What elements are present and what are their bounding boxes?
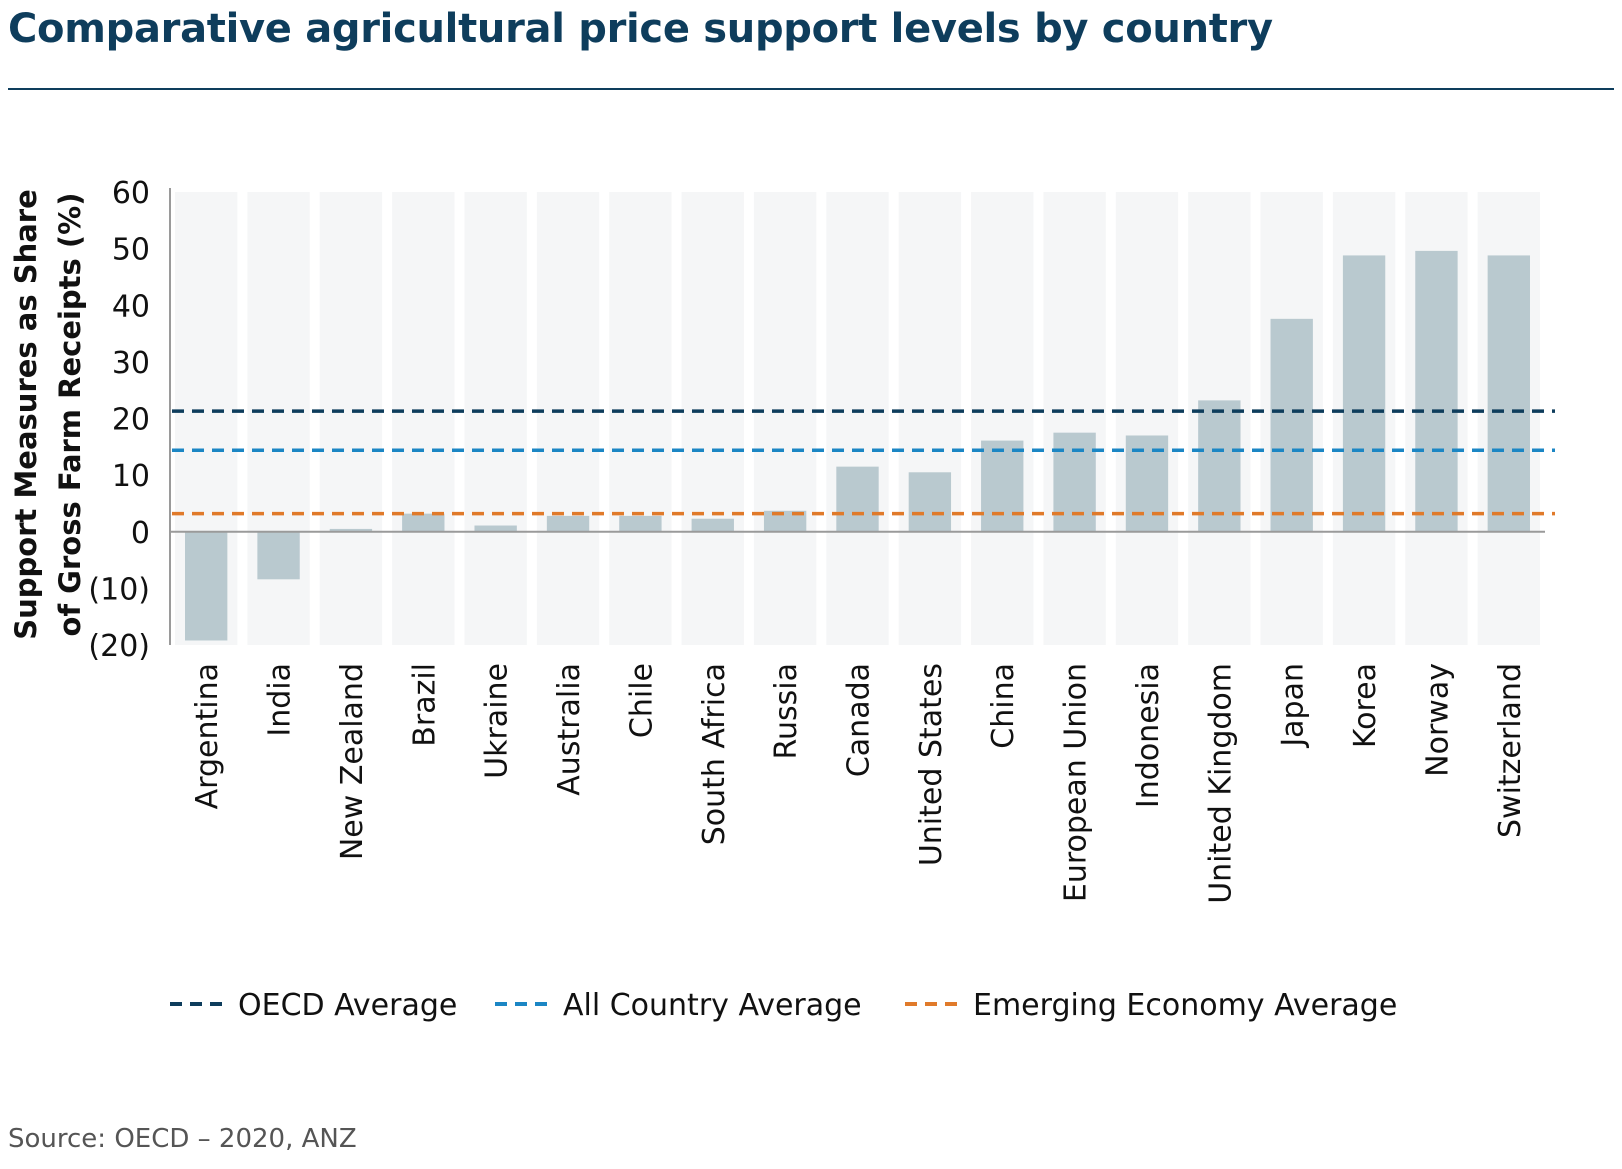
x-tick-label: China	[986, 663, 1021, 749]
x-tick-label: Australia	[552, 663, 587, 796]
bar	[185, 531, 228, 641]
bar	[691, 518, 734, 532]
y-tick-label: (10)	[88, 572, 150, 607]
bar	[836, 466, 879, 532]
y-tick-label: 30	[112, 346, 150, 381]
bar	[619, 515, 662, 532]
x-tick-label: Japan	[1276, 663, 1311, 749]
column-band	[536, 192, 600, 645]
y-tick-label: 60	[112, 176, 150, 211]
y-tick-label: 10	[112, 459, 150, 494]
bar	[1270, 318, 1313, 532]
bar	[1053, 432, 1096, 532]
bar	[1415, 250, 1458, 532]
x-tick-label: Russia	[769, 663, 804, 760]
column-band	[898, 192, 962, 645]
bar	[1198, 400, 1241, 532]
legend-label: All Country Average	[563, 988, 862, 1023]
x-tick-label: South Africa	[697, 663, 732, 845]
bar	[402, 513, 445, 532]
column-band	[826, 192, 889, 645]
x-tick-label: Brazil	[407, 663, 442, 747]
column-band	[753, 192, 817, 645]
column-band	[681, 192, 744, 645]
bar	[329, 528, 373, 532]
source-note: Source: OECD – 2020, ANZ	[8, 1124, 357, 1154]
x-tick-label: United States	[914, 663, 949, 866]
bar	[763, 510, 807, 532]
bar	[1342, 255, 1386, 532]
title-divider	[8, 88, 1614, 90]
x-tick-label: Ukraine	[480, 663, 515, 779]
x-tick-label: Chile	[624, 663, 659, 738]
x-tick-label: Switzerland	[1493, 663, 1528, 838]
legend-label: Emerging Economy Average	[973, 988, 1397, 1023]
x-tick-label: Indonesia	[1131, 663, 1166, 808]
column-band	[971, 192, 1034, 645]
column-band	[609, 192, 672, 645]
x-tick-label: Argentina	[190, 663, 225, 809]
x-tick-label: European Union	[1059, 663, 1094, 902]
bar	[981, 440, 1024, 532]
bar	[257, 531, 300, 580]
y-tick-label: (20)	[88, 629, 150, 664]
bar	[1487, 255, 1530, 532]
x-tick-label: India	[263, 663, 298, 737]
y-axis-title: Support Measures as Share	[9, 189, 43, 640]
column-band	[1115, 192, 1179, 645]
column-band	[392, 192, 455, 645]
x-tick-label: New Zealand	[335, 663, 370, 860]
y-axis-title: of Gross Farm Receipts (%)	[53, 193, 87, 637]
x-tick-label: Korea	[1348, 663, 1383, 748]
column-band	[319, 192, 383, 645]
column-band	[464, 192, 527, 645]
legend-label: OECD Average	[238, 988, 457, 1023]
bar	[546, 515, 590, 532]
column-band	[1043, 192, 1106, 645]
bar	[474, 525, 517, 532]
y-tick-label: 50	[112, 233, 150, 268]
x-tick-label: Canada	[842, 663, 877, 777]
y-tick-label: 40	[112, 289, 150, 324]
chart-title: Comparative agricultural price support l…	[8, 6, 1273, 52]
bar	[908, 472, 952, 532]
y-tick-label: 0	[131, 516, 150, 551]
x-tick-label: Norway	[1420, 663, 1455, 777]
y-tick-label: 20	[112, 403, 150, 438]
x-tick-label: United Kingdom	[1203, 663, 1238, 904]
